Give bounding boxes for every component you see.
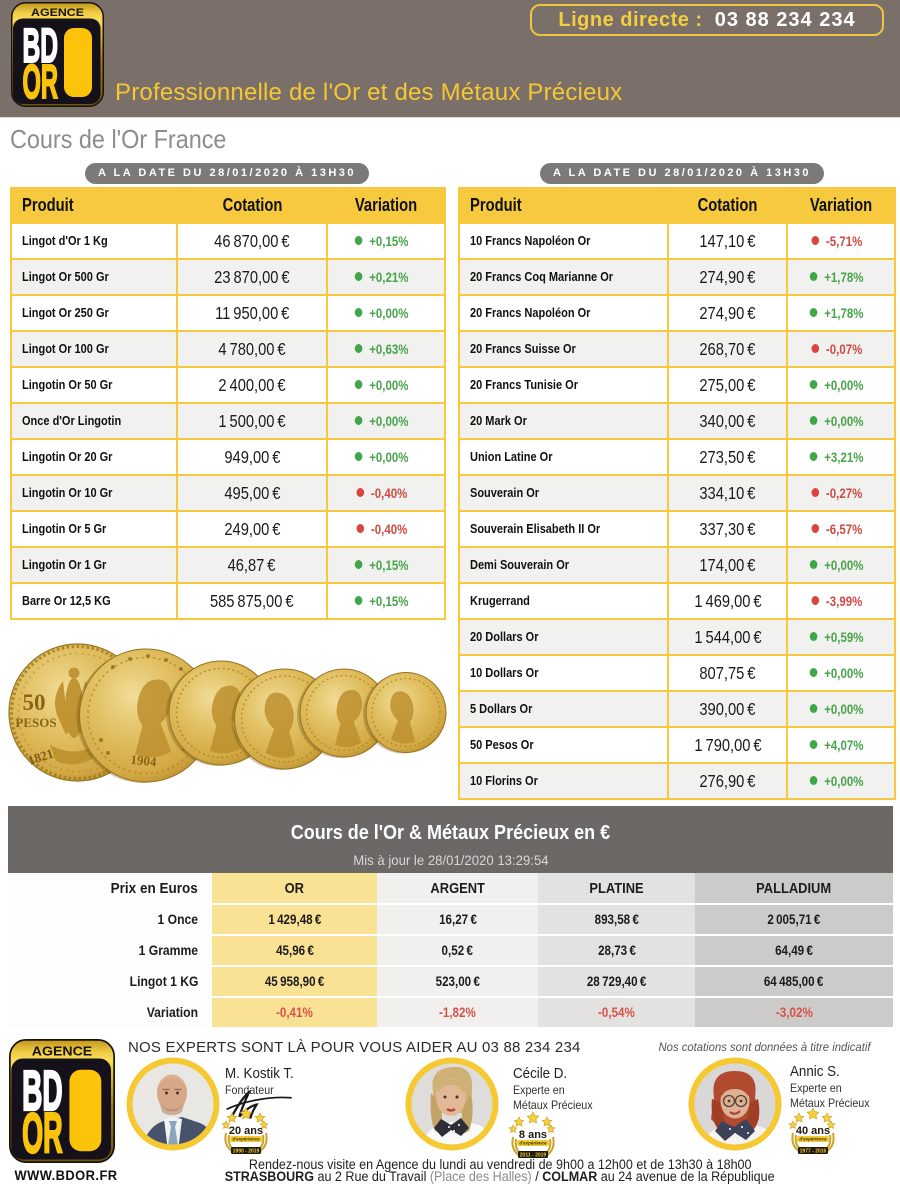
svg-text:40 ans: 40 ans xyxy=(796,1125,830,1137)
svg-text:1904: 1904 xyxy=(130,752,158,770)
svg-text:PESOS: PESOS xyxy=(15,715,56,730)
svg-text:50: 50 xyxy=(23,690,46,715)
svg-text:20 ans: 20 ans xyxy=(229,1125,263,1137)
svg-text:1990 - 2019: 1990 - 2019 xyxy=(233,1148,260,1154)
svg-text:2011 - 2019: 2011 - 2019 xyxy=(520,1152,547,1158)
svg-text:1977 - 2016: 1977 - 2016 xyxy=(800,1148,827,1154)
svg-text:8 ans: 8 ans xyxy=(519,1129,547,1141)
